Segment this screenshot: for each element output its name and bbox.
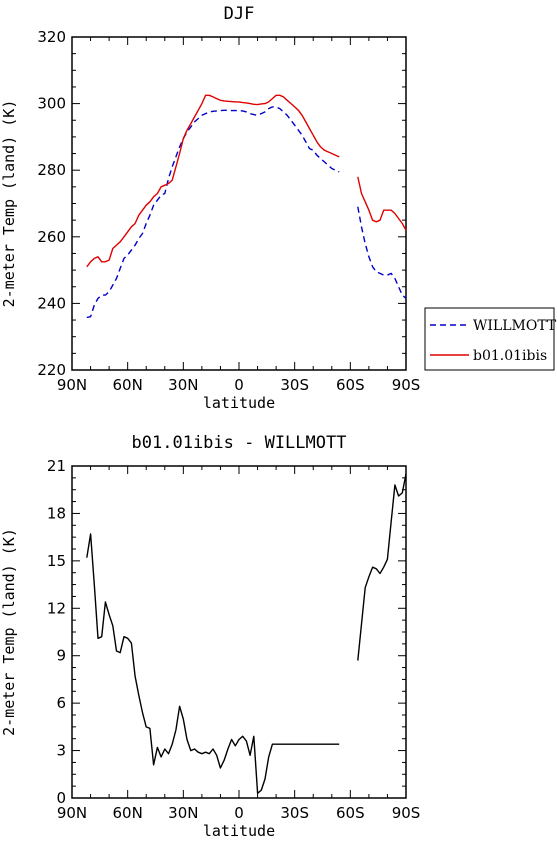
y-tick-label: 260 <box>37 228 66 246</box>
y-tick-label: 3 <box>56 742 66 760</box>
x-axis-label: latitude <box>203 394 275 412</box>
x-tick-label: 0 <box>234 804 244 822</box>
y-tick-label: 280 <box>37 161 66 179</box>
y-axis-label: 2-meter Temp (land) (K) <box>0 528 18 736</box>
x-tick-label: 90N <box>57 804 87 822</box>
panel-1: DJF 220 240 260 280 300 320 90N 60N 30N 0 30S 60S 90S… <box>0 4 557 412</box>
y-tick-label: 220 <box>37 361 66 379</box>
x-tick-label: 60N <box>113 376 143 394</box>
y-tick-label: 300 <box>37 95 66 113</box>
y-tick-label: 0 <box>56 789 66 807</box>
legend-entry: b01.01ibis <box>473 348 547 364</box>
x-tick-label: 90S <box>392 804 421 822</box>
y-tick-label: 9 <box>56 647 66 665</box>
y-tick-label: 6 <box>56 694 66 712</box>
y-tick-label: 21 <box>47 457 66 475</box>
legend-box <box>424 307 555 371</box>
x-axis-label: latitude <box>203 822 275 840</box>
plot-frame <box>71 465 407 799</box>
chart-title: DJF <box>224 4 255 24</box>
series-line-difference-segment-2 <box>357 473 407 661</box>
x-tick-label: 30N <box>168 376 198 394</box>
y-tick-label: 240 <box>37 294 66 312</box>
series-line-b01-01ibis-segment-2 <box>357 176 407 231</box>
y-tick-label: 320 <box>37 28 66 46</box>
y-tick-label: 12 <box>47 599 66 617</box>
legend-entry: WILLMOTT <box>473 318 557 334</box>
x-tick-label: 90N <box>57 376 87 394</box>
y-axis-label: 2-meter Temp (land) (K) <box>0 100 18 308</box>
x-tick-label: 0 <box>234 376 244 394</box>
legend: WILLMOTT b01.01ibis <box>424 307 557 371</box>
series-line-willmott-segment-2 <box>357 206 407 299</box>
x-tick-label: 30N <box>168 804 198 822</box>
x-tick-label: 60S <box>336 376 365 394</box>
x-tick-label: 60N <box>113 804 143 822</box>
series-line-b01-01ibis-segment-1 <box>86 94 340 268</box>
y-tick-label: 15 <box>47 552 66 570</box>
x-tick-label: 30S <box>280 804 309 822</box>
series-line-willmott-segment-1 <box>86 106 340 319</box>
chart-title: b01.01ibis - WILLMOTT <box>132 433 347 453</box>
panel-2: b01.01ibis - WILLMOTT 0 3 6 9 12 15 18 21 90N 60N 3… <box>0 433 420 840</box>
x-tick-label: 90S <box>392 376 421 394</box>
series-line-difference-segment-1 <box>86 533 340 794</box>
x-tick-label: 60S <box>336 804 365 822</box>
x-tick-label: 30S <box>280 376 309 394</box>
y-tick-label: 18 <box>47 504 66 522</box>
plot-frame <box>71 36 407 371</box>
